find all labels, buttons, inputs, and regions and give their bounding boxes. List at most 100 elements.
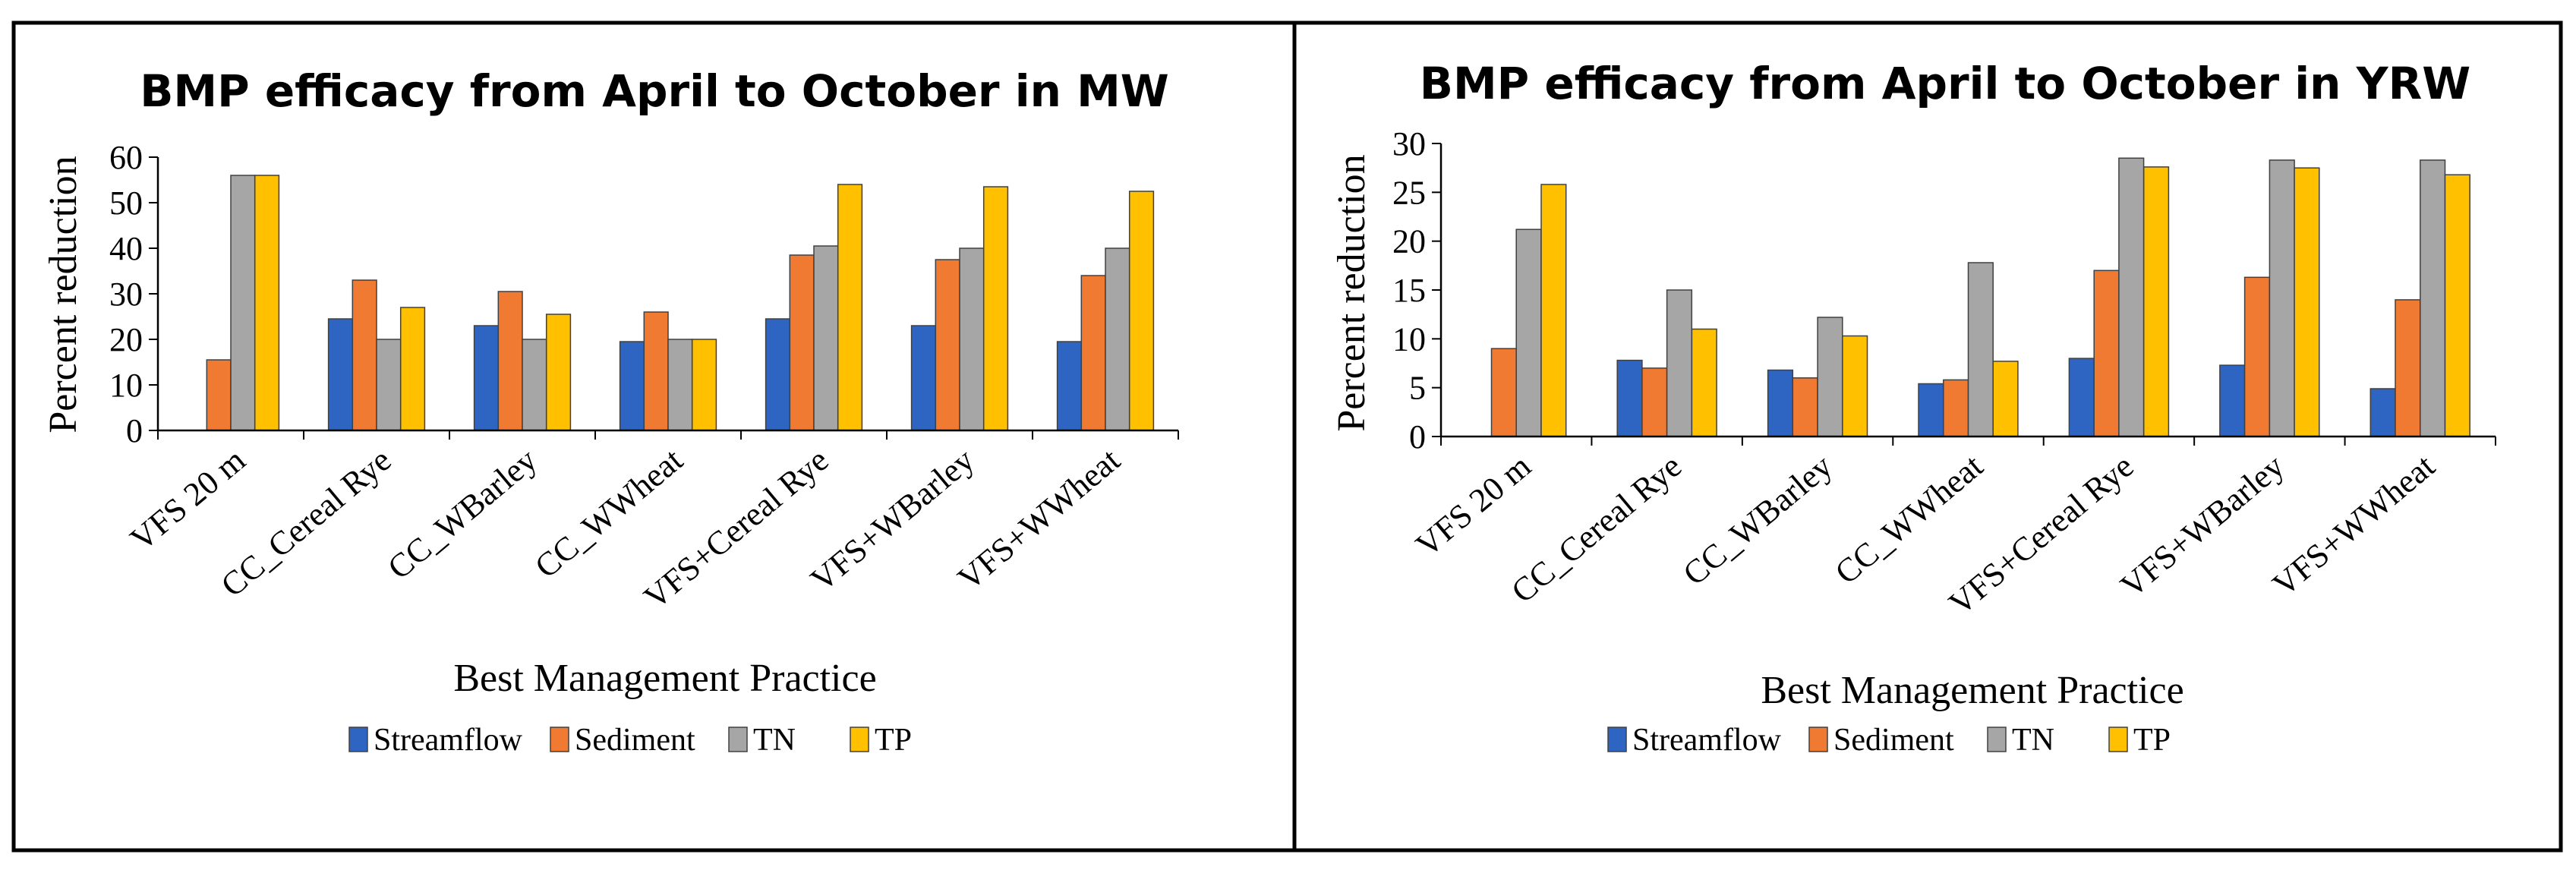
legend-label: TP — [2133, 723, 2171, 758]
legend-label: Streamflow — [374, 723, 523, 758]
y-tick-label: 25 — [1392, 174, 1426, 211]
bar-tp-7 — [1128, 191, 1155, 431]
y-tick-label: 40 — [109, 230, 143, 267]
bar-streamflow-2 — [327, 318, 354, 431]
category-labels: VFS 20 mCC_Cereal RyeCC_WBarleyCC_WWheat… — [123, 441, 1127, 616]
legend: Streamflow Sediment TN TP — [1607, 723, 2171, 758]
bar-tn-5 — [2118, 157, 2145, 437]
bar-streamflow-6 — [910, 325, 937, 431]
bar-tn-6 — [2269, 159, 2295, 437]
bar-tp-1 — [1540, 184, 1567, 437]
bar-tn-2 — [376, 339, 402, 431]
x-axis-title: Best Management Practice — [453, 657, 876, 700]
bar-tp-2 — [1691, 328, 1717, 437]
bar-tp-2 — [399, 307, 426, 431]
bar-tn-3 — [1817, 317, 1843, 437]
y-tick-label: 60 — [109, 139, 143, 176]
chart-title: BMP efficacy from April to October in MW — [140, 65, 1169, 117]
panel-frame — [1292, 20, 2563, 853]
bar-tn-7 — [1105, 247, 1130, 431]
bar-tp-1 — [254, 175, 280, 431]
legend-label: Streamflow — [1632, 723, 1782, 758]
category-label: CC_WWheat — [1828, 447, 1990, 591]
x-axis-title: Best Management Practice — [1761, 669, 2183, 712]
legend-swatch-streamflow — [348, 727, 368, 752]
y-tick-label: 20 — [109, 321, 143, 358]
bar-streamflow-7 — [1056, 341, 1083, 431]
legend-swatch-sediment — [1808, 727, 1828, 752]
bar-streamflow-3 — [473, 325, 500, 431]
bar-tn-4 — [667, 339, 693, 431]
legend-swatch-tn — [1987, 727, 2007, 752]
bar-tn-1 — [230, 175, 256, 431]
bar-streamflow-5 — [2068, 358, 2095, 437]
bar-tp-3 — [545, 314, 572, 431]
bar-streamflow-4 — [1918, 383, 1944, 437]
bars — [206, 175, 1155, 431]
bar-streamflow-7 — [2369, 388, 2396, 437]
category-label: VFS 20 m — [123, 441, 252, 558]
axes — [156, 157, 1179, 440]
bar-sediment-1 — [206, 359, 232, 431]
bar-tp-6 — [982, 186, 1009, 431]
y-tick-label: 10 — [1392, 320, 1426, 358]
legend: Streamflow Sediment TN TP — [348, 723, 912, 758]
legend-swatch-tn — [728, 727, 748, 752]
bar-sediment-4 — [1943, 379, 1969, 437]
bar-tn-1 — [1515, 229, 1542, 437]
category-label: CC_WBarley — [1676, 447, 1840, 592]
category-label: VFS+WWheat — [2265, 447, 2442, 604]
y-tick-label: 30 — [109, 276, 143, 313]
y-axis-title: Percent reduction — [42, 156, 85, 433]
bar-tp-4 — [691, 339, 717, 431]
bar-sediment-7 — [2395, 299, 2421, 437]
y-ticks: 0 5 10 15 20 25 30 — [1392, 125, 1441, 455]
bar-sediment-7 — [1080, 275, 1106, 431]
bar-tp-7 — [2444, 174, 2470, 437]
bar-sediment-3 — [1792, 377, 1818, 437]
category-labels: VFS 20 mCC_Cereal RyeCC_WBarleyCC_WWheat… — [1409, 447, 2442, 623]
bar-streamflow-3 — [1767, 369, 1794, 437]
bar-streamflow-6 — [2219, 364, 2246, 437]
bar-tp-5 — [2142, 166, 2170, 437]
y-tick-label: 0 — [126, 412, 143, 449]
bar-tn-2 — [1666, 289, 1693, 437]
bar-tn-7 — [2420, 159, 2446, 437]
legend-label: TP — [875, 723, 912, 758]
y-tick-label: 10 — [109, 367, 143, 404]
category-label: VFS+WBarley — [2114, 447, 2291, 604]
bar-tp-4 — [1992, 361, 2019, 437]
bar-sediment-3 — [497, 291, 523, 431]
y-tick-label: 5 — [1409, 370, 1426, 407]
bar-streamflow-2 — [1616, 359, 1643, 437]
chart-title: BMP efficacy from April to October in YR… — [1420, 58, 2471, 109]
bar-tn-4 — [1967, 262, 1994, 437]
category-label: CC_WBarley — [380, 441, 544, 586]
bar-tn-6 — [959, 247, 985, 431]
legend-label: TN — [753, 723, 796, 758]
bar-sediment-2 — [1641, 367, 1668, 437]
legend-label: TN — [2012, 723, 2054, 758]
y-tick-label: 20 — [1392, 223, 1426, 260]
category-label: VFS 20 m — [1409, 447, 1538, 564]
legend-swatch-tp — [2108, 727, 2128, 752]
legend-label: Sediment — [1833, 723, 1954, 758]
axes — [1439, 143, 2496, 446]
chart-panel-yrw: BMP efficacy from April to October in YR… — [1292, 20, 2563, 853]
bar-tp-6 — [2294, 167, 2320, 437]
bar-sediment-1 — [1490, 348, 1517, 437]
category-label: VFS+WWheat — [951, 441, 1127, 597]
bar-sediment-6 — [935, 259, 960, 431]
bar-sediment-2 — [352, 279, 377, 431]
y-tick-label: 0 — [1409, 418, 1426, 455]
legend-swatch-sediment — [550, 727, 569, 752]
y-ticks: 0 10 20 30 40 50 60 — [109, 139, 158, 449]
bar-streamflow-5 — [765, 318, 791, 431]
legend-label: Sediment — [575, 723, 695, 758]
bar-tp-3 — [1842, 335, 1868, 437]
bar-sediment-5 — [789, 254, 815, 431]
bar-streamflow-4 — [619, 341, 645, 431]
bars — [1490, 157, 2470, 437]
y-tick-label: 30 — [1392, 125, 1426, 162]
